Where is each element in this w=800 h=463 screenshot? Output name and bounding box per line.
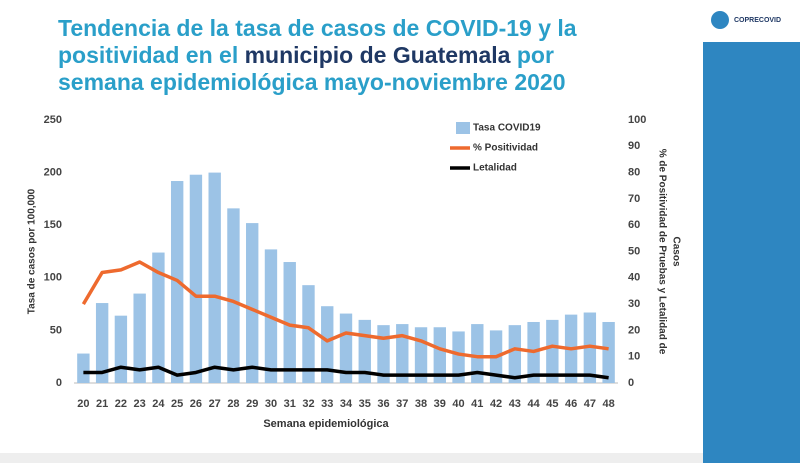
x-tick-label: 38 <box>415 398 427 410</box>
y-tick-label: 250 <box>44 114 62 126</box>
x-tick-label: 45 <box>546 398 558 410</box>
bar <box>114 315 128 383</box>
bar <box>602 321 615 383</box>
y2-tick-label: 40 <box>628 272 640 284</box>
y2-tick-label: 20 <box>628 324 640 336</box>
title-part: por <box>510 42 553 68</box>
x-tick-label: 28 <box>227 398 239 410</box>
x-tick-label: 41 <box>471 398 483 410</box>
x-tick-label: 22 <box>115 398 127 410</box>
x-tick-label: 48 <box>602 398 614 410</box>
title-part: Tendencia de la tasa de casos de COVID-1… <box>58 15 577 41</box>
x-tick-label: 47 <box>584 398 596 410</box>
title-part: positividad en el <box>58 42 245 68</box>
x-tick-label: 20 <box>77 398 89 410</box>
x-tick-label: 29 <box>246 398 258 410</box>
bar <box>546 319 559 383</box>
bar <box>227 208 240 383</box>
bar <box>283 262 296 383</box>
bar <box>396 324 409 383</box>
y2-tick-label: 90 <box>628 140 640 152</box>
bar <box>433 327 446 383</box>
x-tick-label: 26 <box>190 398 202 410</box>
side-band <box>703 0 800 463</box>
bar <box>471 324 484 383</box>
bar <box>152 252 165 383</box>
y2-tick-label: 30 <box>628 298 640 310</box>
y2-tick-label: 80 <box>628 167 640 179</box>
y2-tick-label: 70 <box>628 193 640 205</box>
bar <box>321 306 334 383</box>
y2-tick-label: 0 <box>628 377 634 389</box>
legend-label: Tasa COVID19 <box>473 123 541 134</box>
x-tick-label: 39 <box>434 398 446 410</box>
x-tick-label: 37 <box>396 398 408 410</box>
y-tick-label: 100 <box>44 272 62 284</box>
x-tick-label: 46 <box>565 398 577 410</box>
x-tick-label: 23 <box>134 398 146 410</box>
y2-axis-label: Casos <box>670 236 681 266</box>
x-tick-label: 42 <box>490 398 502 410</box>
y2-tick-label: 60 <box>628 219 640 231</box>
bar <box>208 172 221 383</box>
bar <box>246 223 259 383</box>
bar <box>95 303 109 383</box>
bottom-edge <box>0 453 703 463</box>
legend-label: Letalidad <box>473 163 517 174</box>
line <box>81 260 609 359</box>
x-tick-label: 40 <box>452 398 464 410</box>
x-tick-label: 33 <box>321 398 333 410</box>
chart-title: semana epidemiológica mayo-noviembre 202… <box>58 69 565 95</box>
x-tick-label: 34 <box>340 398 353 410</box>
y-axis-label: Tasa de casos por 100,000 <box>27 188 38 314</box>
x-axis-label: Semana epidemiológica <box>263 418 389 430</box>
y-tick-label: 50 <box>50 324 62 336</box>
x-tick-label: 25 <box>171 398 183 410</box>
x-tick-label: 36 <box>377 398 389 410</box>
bar <box>77 353 90 383</box>
bar <box>189 174 203 383</box>
x-tick-label: 21 <box>96 398 108 410</box>
logo-text: COPRECOVID <box>734 17 781 24</box>
bar <box>508 325 522 383</box>
y2-axis-label: % de Positividad de Pruebas y Letalidad … <box>656 149 667 355</box>
y2-tick-label: 50 <box>628 245 640 257</box>
x-tick-label: 24 <box>152 398 165 410</box>
chart-title: Tendencia de la tasa de casos de COVID-1… <box>58 15 577 41</box>
chart-title: positividad en el municipio de Guatemala… <box>58 42 554 68</box>
x-tick-label: 35 <box>359 398 371 410</box>
bar <box>452 331 465 383</box>
y2-tick-label: 10 <box>628 351 640 363</box>
bar <box>133 293 146 383</box>
logo-icon <box>711 11 729 29</box>
y2-tick-label: 100 <box>628 114 646 126</box>
y-tick-label: 150 <box>44 219 62 231</box>
title-part: semana epidemiológica mayo-noviembre 202… <box>58 69 565 95</box>
y-tick-label: 0 <box>56 377 62 389</box>
bar <box>302 285 315 383</box>
x-tick-label: 31 <box>284 398 296 410</box>
x-tick-label: 44 <box>527 398 540 410</box>
bar <box>339 313 353 383</box>
legend-label: % Positividad <box>473 143 538 154</box>
line <box>83 365 609 380</box>
x-tick-label: 43 <box>509 398 521 410</box>
x-tick-label: 27 <box>209 398 221 410</box>
x-tick-label: 32 <box>302 398 314 410</box>
y-tick-label: 200 <box>44 167 62 179</box>
x-tick-label: 30 <box>265 398 277 410</box>
legend-swatch <box>456 122 470 134</box>
title-part: municipio de Guatemala <box>245 42 511 68</box>
